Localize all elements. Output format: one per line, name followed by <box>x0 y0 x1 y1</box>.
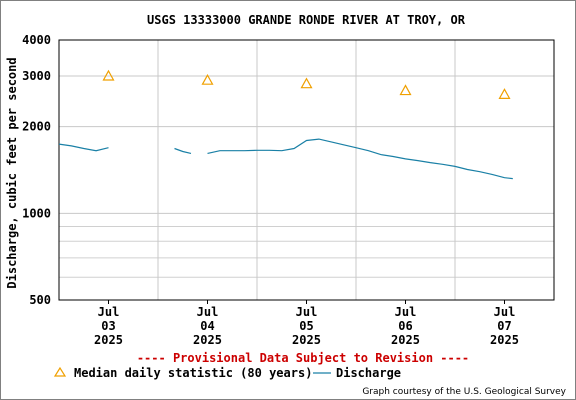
x-tick-label: 07 <box>497 319 511 333</box>
x-tick-label: 06 <box>398 319 412 333</box>
y-tick-label: 2000 <box>22 120 51 134</box>
x-tick-label: 2025 <box>292 333 321 347</box>
x-tick-label: 2025 <box>193 333 222 347</box>
y-tick-label: 4000 <box>22 33 51 47</box>
y-tick-label: 3000 <box>22 69 51 83</box>
y-tick-label: 500 <box>29 293 51 307</box>
provisional-note: ---- Provisional Data Subject to Revisio… <box>137 351 469 365</box>
x-tick-label: Jul <box>494 305 516 319</box>
x-tick-label: Jul <box>395 305 417 319</box>
x-tick-label: Jul <box>98 305 120 319</box>
discharge-line-segment <box>207 138 513 180</box>
median-marker <box>201 73 214 85</box>
median-marker <box>300 77 313 89</box>
y-tick-label: 1000 <box>22 206 51 220</box>
discharge-line-segment <box>174 147 192 154</box>
median-marker <box>102 69 115 81</box>
chart-title: USGS 13333000 GRANDE RONDE RIVER AT TROY… <box>147 13 466 27</box>
axis-layer: 4000300020001000500Jul032025Jul042025Jul… <box>22 33 555 347</box>
discharge-line-segment <box>58 143 109 152</box>
plot-border <box>58 39 555 301</box>
y-axis-label: Discharge, cubic feet per second <box>5 57 19 288</box>
data-layer <box>58 69 513 180</box>
x-tick-label: Jul <box>197 305 219 319</box>
x-tick-label: 2025 <box>94 333 123 347</box>
credit-text: Graph courtesy of the U.S. Geological Su… <box>362 387 566 397</box>
x-tick-label: 04 <box>200 319 214 333</box>
median-marker <box>399 84 412 96</box>
x-tick-label: Jul <box>296 305 318 319</box>
x-tick-label: 2025 <box>391 333 420 347</box>
legend-label-discharge: Discharge <box>336 366 401 380</box>
legend-triangle-icon <box>53 366 67 377</box>
x-tick-label: 05 <box>299 319 313 333</box>
legend-label-median: Median daily statistic (80 years) <box>74 366 312 380</box>
x-tick-label: 2025 <box>490 333 519 347</box>
x-tick-label: 03 <box>101 319 115 333</box>
median-marker <box>498 88 511 99</box>
legend: Median daily statistic (80 years) Dischar… <box>53 366 401 380</box>
